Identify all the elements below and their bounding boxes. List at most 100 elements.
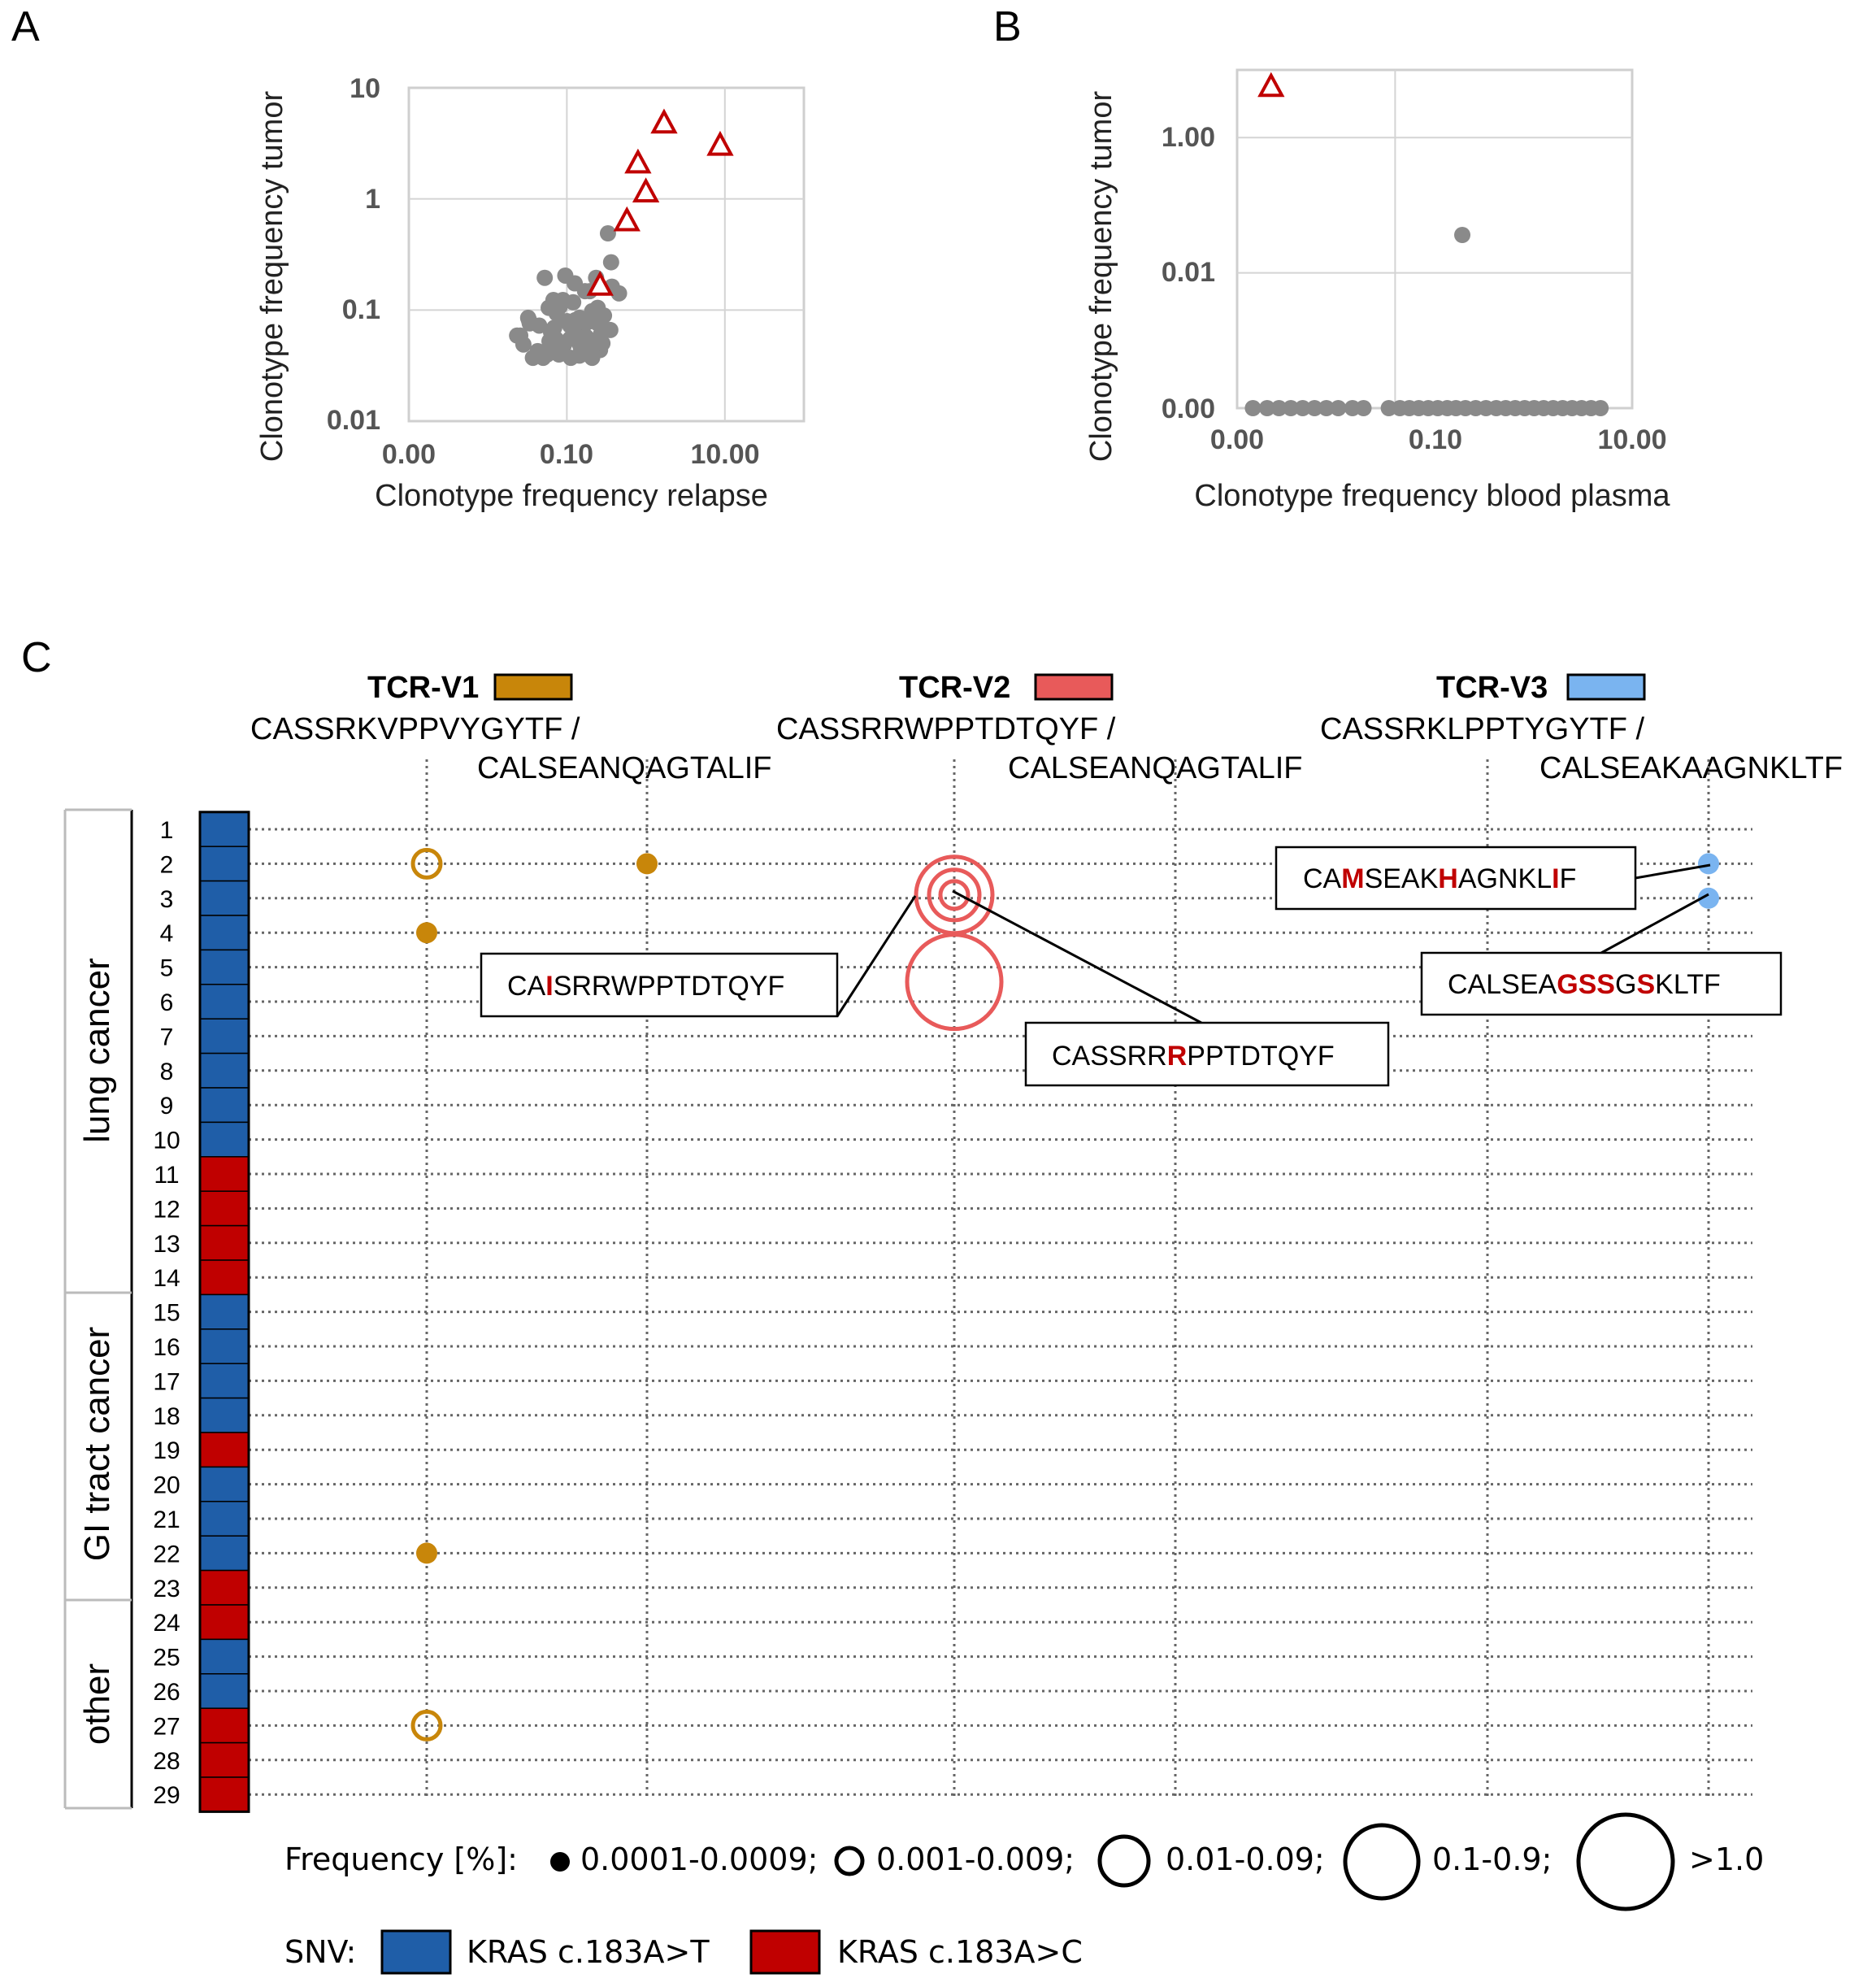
plot-a-ytick-3: 0.01 (327, 405, 380, 436)
column-lines (425, 759, 1710, 1797)
group-label-other: other (77, 1663, 117, 1745)
row-number: 13 (153, 1231, 180, 1258)
data-point (1270, 400, 1288, 416)
legend-label-1: 0.001-0.009; (876, 1841, 1075, 1877)
tcr-v3-swatch (1566, 673, 1646, 701)
snv-cell (199, 1466, 250, 1502)
frequency-dot (1698, 853, 1719, 875)
scatter-plot-a: 10 1 0.1 0.01 0.00 0.10 10.00 Clonotype … (255, 73, 806, 513)
tcr-v3-beta: CASSRKLPPTYGYTF / (1320, 712, 1645, 746)
snv-legend-title: SNV: (284, 1934, 356, 1970)
snv-cell (199, 1397, 250, 1433)
snv-cell (199, 1363, 250, 1399)
callout-v2-beta: CASSRRRPPTDTQYF (952, 889, 1390, 1087)
data-point (1294, 400, 1311, 416)
data-point (577, 328, 594, 346)
triangle-point (624, 148, 652, 174)
row-number: 28 (153, 1748, 180, 1775)
plot-b-ytick-0: 1.00 (1162, 122, 1215, 153)
data-point (1330, 400, 1347, 416)
tcr-v3-name: TCR-V3 (1436, 671, 1548, 705)
callout-v3-1-box (1275, 846, 1637, 911)
legend-marker-largest (1576, 1812, 1675, 1911)
callout-v3-2-text: CALSEAGSSGSKLTF (1448, 969, 1721, 1000)
plot-b-frame (1235, 68, 1634, 410)
callout-v2-beta-text: CASSRRRPPTDTQYF (1052, 1041, 1335, 1072)
frequency-circle (927, 867, 982, 923)
snv-cell (199, 984, 250, 1020)
data-point (542, 324, 559, 341)
snv-label-t: KRAS c.183A>T (467, 1934, 710, 1970)
group-label-lung: lung cancer (77, 958, 117, 1142)
data-point (558, 313, 575, 329)
legend-marker-medium (1097, 1834, 1151, 1888)
frequency-circle (410, 1709, 443, 1741)
row-number: 27 (153, 1713, 180, 1740)
row-number: 25 (153, 1645, 180, 1672)
triangle-point (706, 130, 734, 156)
row-number: 5 (160, 955, 174, 982)
snv-cell (199, 1707, 250, 1744)
row-number: 23 (153, 1576, 180, 1602)
panel-label-a: A (11, 3, 40, 50)
data-point (602, 254, 619, 271)
frequency-dot (1698, 887, 1719, 909)
data-point (536, 269, 554, 286)
snv-cell (199, 1121, 250, 1158)
row-number: 7 (160, 1024, 174, 1050)
frequency-legend: Frequency [%]: 0.0001-0.0009; 0.001-0.00… (284, 1812, 1764, 1911)
snv-cell (199, 1259, 250, 1296)
data-point (594, 335, 611, 352)
row-number: 8 (160, 1059, 174, 1085)
callout-v2-beta-box (1024, 1021, 1390, 1087)
plot-a-ytick-0: 10 (350, 73, 380, 104)
snv-cell (199, 1156, 250, 1192)
data-point (531, 317, 548, 334)
plot-a-grid (409, 88, 804, 421)
frequency-legend-title: Frequency [%]: (284, 1841, 518, 1877)
snv-label-c: KRAS c.183A>C (837, 1934, 1083, 1970)
snv-cell (199, 915, 250, 951)
row-number: 29 (153, 1782, 180, 1809)
snv-cell (199, 811, 250, 847)
row-number: 12 (153, 1196, 180, 1223)
callout-v3-1-leader (1635, 863, 1711, 880)
row-number: 9 (160, 1093, 174, 1120)
frequency-circle (410, 847, 443, 880)
legend-label-0: 0.0001-0.0009; (580, 1841, 818, 1877)
plot-b-ylabel: Clonotype frequency tumor (1084, 91, 1118, 463)
snv-cell (199, 1604, 250, 1641)
data-point (596, 307, 613, 324)
row-number: 15 (153, 1300, 180, 1327)
plot-b-xtick-1: 0.10 (1409, 424, 1462, 455)
plot-b-xlabel: Clonotype frequency blood plasma (1194, 479, 1670, 513)
callout-v2-alpha-text: CAISRRWPPTDTQYF (507, 971, 784, 1002)
plot-a-points (509, 108, 734, 367)
frequency-dot (416, 922, 437, 944)
row-number: 24 (153, 1610, 180, 1637)
row-number: 14 (153, 1265, 180, 1292)
snv-cell (199, 1190, 250, 1227)
callout-v2-alpha: CAISRRWPPTDTQYF (480, 895, 917, 1018)
tcr-v2-swatch (1034, 673, 1114, 701)
triangle-point (650, 108, 678, 134)
frequency-circle (938, 879, 971, 911)
plot-a-xtick-1: 0.10 (540, 439, 593, 470)
snv-cell (199, 1501, 250, 1537)
row-number: 2 (160, 851, 174, 878)
tcr-v1-beta: CASSRKVPPVYGYTF / (250, 712, 580, 746)
snv-cell (199, 949, 250, 985)
plot-a-frame (407, 86, 806, 423)
plot-b-grid (1237, 70, 1632, 408)
callout-v3-2-box (1420, 951, 1783, 1016)
tcr-v1-swatch (493, 673, 573, 701)
row-number: 19 (153, 1437, 180, 1464)
tcr-v2-beta: CASSRRWPPTDTQYF / (776, 712, 1116, 746)
snv-cell (199, 1052, 250, 1089)
tcr-v1-name: TCR-V1 (367, 671, 479, 705)
snv-swatch-c (749, 1929, 821, 1975)
frequency-markers (410, 847, 1719, 1741)
tcr-table: TCR-V1 CASSRKVPPVYGYTF / CALSEANQAGTALIF… (63, 671, 1843, 1975)
triangle-point (613, 206, 641, 232)
